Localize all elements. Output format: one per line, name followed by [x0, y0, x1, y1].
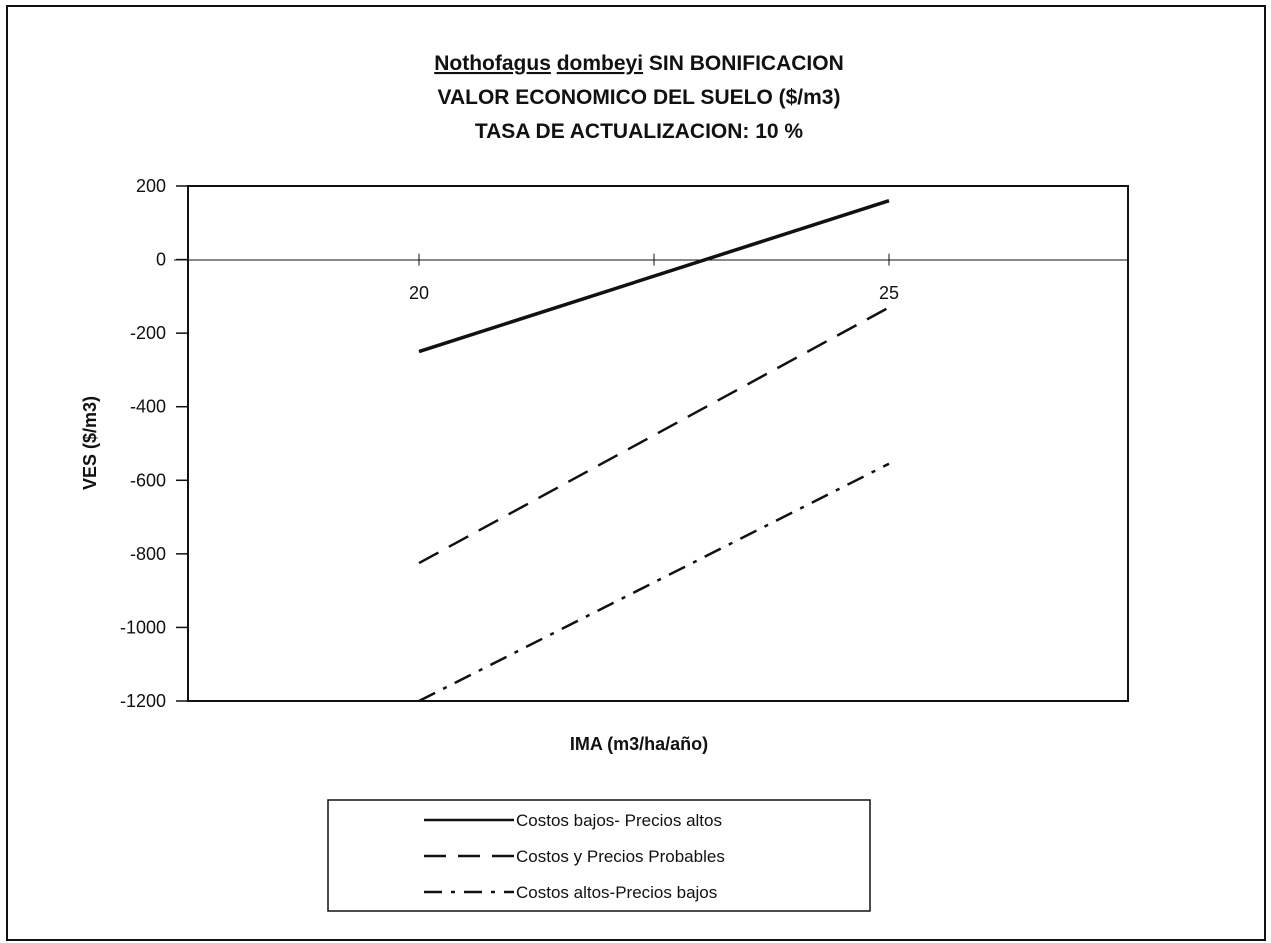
y-tick-label: -200 [130, 323, 166, 343]
y-tick-label: -400 [130, 397, 166, 417]
legend-label-1: Costos bajos- Precios altos [516, 811, 722, 830]
title-epithet: dombeyi [557, 52, 643, 75]
title-line-3: TASA DE ACTUALIZACION: 10 % [475, 120, 804, 143]
legend-box [327, 799, 871, 912]
y-tick-label: 200 [136, 176, 166, 196]
y-axis: 200 0 -200 -400 -600 -800 -1000 -1200 [120, 176, 188, 711]
series-line-2 [418, 306, 890, 565]
series-layer [418, 199, 890, 703]
series-line-1 [418, 199, 890, 354]
legend-label-2: Costos y Precios Probables [516, 847, 725, 866]
chart-title: Nothofagus dombeyi SIN BONIFICACION VALO… [434, 52, 844, 143]
legend-label-3: Costos altos-Precios bajos [516, 883, 717, 902]
y-tick-label: -1000 [120, 617, 166, 637]
title-suffix: SIN BONIFICACION [649, 52, 844, 75]
x-axis-label: IMA (m3/ha/año) [570, 734, 708, 754]
y-tick-label: 0 [156, 250, 166, 270]
legend: Costos bajos- Precios altos Costos y Prec… [424, 811, 725, 902]
x-tick-label: 25 [879, 283, 899, 303]
plot-area [187, 185, 1129, 702]
y-tick-label: -600 [130, 470, 166, 490]
series-line-3 [418, 462, 890, 703]
x-axis: 20 25 [409, 253, 899, 303]
title-line-1: Nothofagus dombeyi SIN BONIFICACION [434, 52, 844, 75]
title-line-2: VALOR ECONOMICO DEL SUELO ($/m3) [438, 86, 841, 109]
y-tick-label: -1200 [120, 691, 166, 711]
y-tick-label: -800 [130, 544, 166, 564]
y-axis-label: VES ($/m3) [80, 396, 100, 490]
title-genus: Nothofagus [434, 52, 551, 75]
x-tick-label: 20 [409, 283, 429, 303]
